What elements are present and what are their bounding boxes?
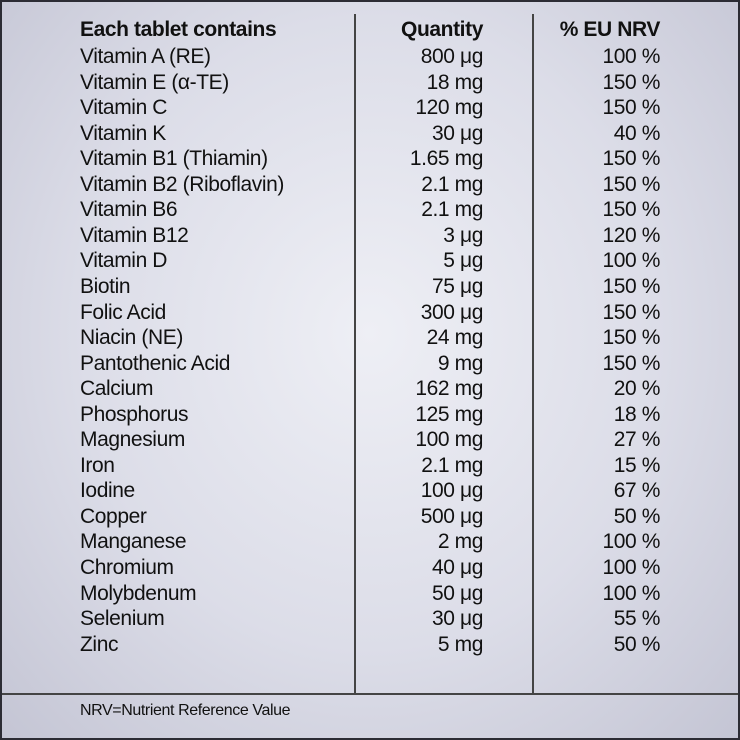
cell-nrv: 150 % — [602, 173, 660, 196]
cell-nrv: 100 % — [602, 45, 660, 68]
cell-quantity: 1.65 mg — [409, 147, 483, 170]
cell-quantity: 100 μg — [420, 479, 484, 502]
cell-nrv: 120 % — [602, 224, 660, 247]
cell-quantity: 24 mg — [426, 326, 484, 349]
cell-item: Pantothenic Acid — [80, 352, 231, 375]
cell-nrv: 40 % — [613, 122, 661, 145]
cell-nrv: 15 % — [613, 454, 661, 477]
header-item: Each tablet contains — [80, 18, 277, 41]
cell-nrv: 150 % — [602, 275, 660, 298]
cell-nrv: 150 % — [602, 326, 660, 349]
footnote: NRV=Nutrient Reference Value — [80, 702, 291, 719]
cell-item: Chromium — [80, 556, 174, 579]
cell-quantity: 9 mg — [437, 352, 483, 375]
cell-quantity: 162 mg — [415, 377, 483, 400]
cell-quantity: 3 μg — [443, 224, 483, 247]
cell-nrv: 20 % — [613, 377, 661, 400]
cell-item: Vitamin E (α-TE) — [80, 71, 229, 94]
cell-item: Folic Acid — [80, 301, 166, 324]
cell-nrv: 100 % — [602, 530, 660, 553]
cell-quantity: 40 μg — [432, 556, 483, 579]
cell-nrv: 27 % — [613, 428, 661, 451]
column-divider — [532, 14, 534, 694]
footer-divider — [2, 693, 738, 695]
cell-item: Iron — [80, 454, 115, 477]
cell-quantity: 120 mg — [415, 96, 483, 119]
cell-quantity: 2 mg — [437, 530, 483, 553]
cell-item: Vitamin B2 (Riboflavin) — [80, 173, 284, 196]
cell-nrv: 150 % — [602, 301, 660, 324]
cell-item: Iodine — [80, 479, 135, 502]
header-nrv: % EU NRV — [559, 18, 661, 41]
cell-item: Vitamin B6 — [80, 198, 178, 221]
cell-item: Vitamin A (RE) — [80, 45, 211, 68]
cell-quantity: 18 mg — [426, 71, 484, 94]
cell-quantity: 100 mg — [415, 428, 483, 451]
column-divider — [354, 14, 356, 694]
cell-item: Molybdenum — [80, 582, 197, 605]
cell-quantity: 5 μg — [443, 249, 483, 272]
cell-item: Manganese — [80, 530, 187, 553]
cell-quantity: 50 μg — [432, 582, 483, 605]
cell-nrv: 150 % — [602, 352, 660, 375]
cell-nrv: 100 % — [602, 249, 660, 272]
cell-nrv: 50 % — [613, 505, 661, 528]
cell-nrv: 100 % — [602, 556, 660, 579]
cell-item: Selenium — [80, 607, 165, 630]
cell-quantity: 500 μg — [420, 505, 484, 528]
cell-quantity: 5 mg — [437, 633, 483, 656]
cell-nrv: 55 % — [613, 607, 661, 630]
cell-nrv: 50 % — [613, 633, 661, 656]
cell-item: Vitamin K — [80, 122, 166, 145]
cell-item: Vitamin B1 (Thiamin) — [80, 147, 268, 170]
cell-item: Magnesium — [80, 428, 185, 451]
cell-item: Niacin (NE) — [80, 326, 183, 349]
cell-item: Calcium — [80, 377, 154, 400]
cell-item: Vitamin C — [80, 96, 168, 119]
cell-quantity: 75 μg — [432, 275, 483, 298]
cell-quantity: 30 μg — [432, 607, 483, 630]
cell-quantity: 300 μg — [420, 301, 484, 324]
cell-nrv: 150 % — [602, 71, 660, 94]
cell-nrv: 150 % — [602, 198, 660, 221]
cell-quantity: 2.1 mg — [421, 454, 483, 477]
cell-quantity: 30 μg — [432, 122, 483, 145]
header-quantity: Quantity — [401, 18, 483, 41]
cell-nrv: 150 % — [602, 96, 660, 119]
cell-item: Biotin — [80, 275, 131, 298]
cell-quantity: 800 μg — [420, 45, 484, 68]
cell-quantity: 2.1 mg — [421, 173, 483, 196]
cell-item: Zinc — [80, 633, 119, 656]
cell-nrv: 100 % — [602, 582, 660, 605]
cell-item: Vitamin B12 — [80, 224, 189, 247]
cell-item: Vitamin D — [80, 249, 168, 272]
cell-item: Copper — [80, 505, 147, 528]
cell-quantity: 2.1 mg — [421, 198, 483, 221]
cell-nrv: 150 % — [602, 147, 660, 170]
cell-item: Phosphorus — [80, 403, 189, 426]
cell-nrv: 67 % — [613, 479, 661, 502]
cell-quantity: 125 mg — [415, 403, 483, 426]
cell-nrv: 18 % — [613, 403, 661, 426]
